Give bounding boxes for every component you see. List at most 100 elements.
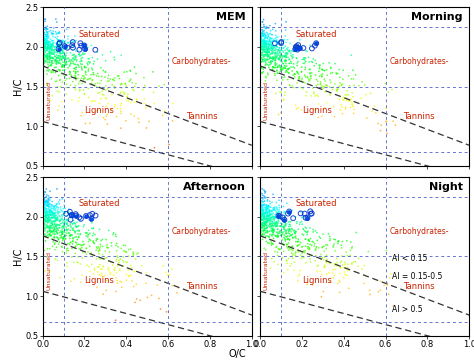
Point	[70, 66, 78, 71]
Point	[71, 53, 78, 59]
Point	[287, 247, 295, 252]
Point	[263, 208, 271, 214]
Point	[298, 64, 306, 70]
Point	[46, 204, 53, 210]
Point	[260, 211, 267, 217]
Point	[343, 92, 351, 98]
Point	[78, 272, 86, 278]
Point	[299, 214, 307, 220]
Point	[260, 214, 268, 220]
Point	[256, 57, 264, 62]
Point	[59, 37, 66, 43]
Point	[53, 43, 61, 49]
Point	[85, 239, 92, 244]
Point	[69, 52, 76, 58]
Point	[47, 208, 55, 214]
Point	[41, 39, 48, 44]
Point	[44, 212, 51, 218]
Point	[148, 292, 155, 298]
Point	[268, 46, 275, 52]
Point	[46, 55, 54, 61]
Point	[47, 51, 55, 56]
Point	[289, 253, 296, 259]
Point	[325, 231, 332, 236]
Point	[282, 47, 289, 53]
Point	[43, 208, 51, 214]
Point	[75, 227, 83, 233]
Point	[112, 234, 120, 239]
Point	[59, 55, 67, 60]
Point	[43, 30, 51, 35]
Point	[269, 208, 276, 214]
Point	[318, 66, 325, 72]
Point	[339, 111, 346, 117]
Point	[129, 251, 137, 256]
Point	[60, 62, 67, 68]
Point	[53, 41, 61, 47]
Point	[335, 239, 342, 244]
Point	[323, 256, 331, 262]
Point	[128, 80, 136, 86]
Point	[262, 78, 269, 84]
Point	[264, 230, 272, 236]
Point	[41, 43, 48, 49]
Point	[52, 69, 60, 74]
Point	[300, 79, 307, 85]
Point	[264, 53, 272, 58]
Point	[261, 227, 268, 233]
Point	[273, 220, 280, 226]
Point	[267, 58, 274, 64]
Point	[268, 211, 275, 217]
Point	[347, 52, 355, 58]
Point	[49, 218, 56, 224]
Point	[264, 45, 272, 51]
Point	[269, 54, 276, 60]
Point	[315, 262, 322, 268]
Point	[48, 46, 56, 52]
Point	[80, 73, 88, 79]
Point	[334, 86, 341, 92]
Point	[339, 67, 347, 73]
Point	[42, 58, 49, 64]
Point	[43, 55, 51, 61]
Point	[334, 280, 341, 286]
Point	[47, 43, 55, 49]
Point	[46, 217, 53, 223]
Point	[257, 203, 264, 209]
Point	[286, 237, 293, 243]
Point	[58, 196, 66, 202]
Point	[47, 209, 55, 215]
Point	[256, 35, 264, 40]
Point	[84, 44, 91, 50]
Point	[103, 255, 110, 261]
Text: Unsaturated: Unsaturated	[46, 81, 51, 120]
Point	[276, 41, 283, 47]
Point	[257, 202, 265, 208]
Point	[341, 265, 349, 271]
Point	[258, 217, 265, 223]
Point	[99, 244, 106, 249]
Point	[56, 56, 64, 62]
Point	[120, 248, 128, 254]
Point	[48, 38, 56, 44]
Point	[296, 37, 304, 43]
Point	[340, 97, 347, 103]
Point	[258, 30, 266, 35]
Point	[272, 50, 279, 56]
Point	[42, 201, 50, 207]
Point	[264, 51, 271, 57]
Point	[333, 256, 341, 261]
Point	[274, 249, 282, 255]
Point	[127, 77, 134, 83]
Point	[78, 61, 86, 67]
Point	[72, 239, 80, 245]
Point	[257, 59, 265, 65]
Point	[258, 191, 266, 196]
Point	[40, 222, 47, 228]
Point	[117, 89, 125, 95]
Point	[283, 257, 290, 263]
Point	[73, 234, 81, 240]
Point	[57, 41, 64, 47]
Point	[46, 223, 54, 229]
Point	[383, 248, 390, 253]
